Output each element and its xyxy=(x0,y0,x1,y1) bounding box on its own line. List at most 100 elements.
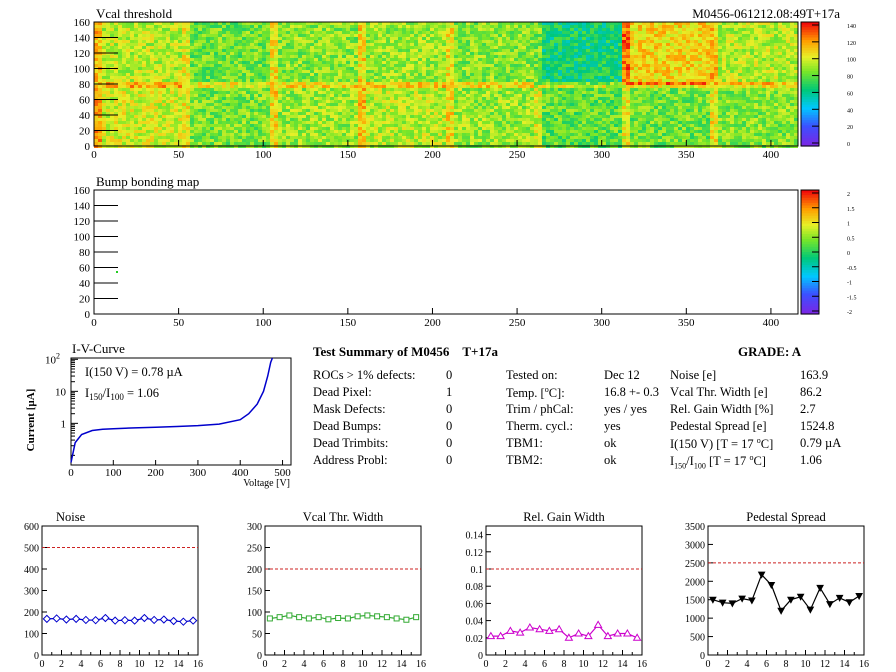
map-y-tick-label: 40 xyxy=(79,278,91,290)
chart-x-tick-label: 8 xyxy=(118,659,123,670)
palette-swatch xyxy=(801,205,819,209)
palette-swatch xyxy=(801,228,819,232)
chart-x-tick-label: 0 xyxy=(263,659,268,670)
chart-y-tick-label: 400 xyxy=(24,565,39,576)
iv-curve-panel: I-V-Curve Current [µA] 0 100 200 300 400 500 1… xyxy=(25,341,292,489)
palette-swatch xyxy=(801,133,819,137)
iv-annotation-ratio: I150/I100 = 1.06 xyxy=(85,386,159,402)
chart-point xyxy=(545,626,554,634)
chart-point xyxy=(315,614,322,621)
chart-x-tick-label: 10 xyxy=(358,659,368,670)
chart-x-tick-label: 12 xyxy=(820,659,830,670)
chart-point xyxy=(374,613,381,620)
chart-y-tick-label: 0.1 xyxy=(471,565,484,576)
chart-x-tick-label: 10 xyxy=(579,659,589,670)
map-x-tick-label: 400 xyxy=(763,149,780,161)
chart-point xyxy=(403,616,410,623)
chart-point xyxy=(42,614,52,624)
chart-x-tick-label: 10 xyxy=(135,659,145,670)
iv-x-tick-label: 100 xyxy=(105,467,122,479)
palette-swatch xyxy=(801,102,819,106)
defect-value: 0 xyxy=(446,436,453,450)
palette-swatch xyxy=(801,78,819,83)
palette-swatch xyxy=(801,267,819,271)
gain-width-value: 2.7 xyxy=(800,402,816,416)
palette-swatch xyxy=(801,221,819,225)
palette-swatch xyxy=(801,264,819,269)
chart-y-tick-label: 600 xyxy=(24,522,39,533)
temp-value: 16.8 +- 0.3 xyxy=(604,385,659,399)
palette-swatch xyxy=(801,94,819,98)
chart-x-tick-label: 12 xyxy=(598,659,608,670)
chart-title: Noise xyxy=(56,510,86,524)
map-y-tick-label: 0 xyxy=(85,141,91,153)
palette-swatch xyxy=(801,244,819,248)
chart-point xyxy=(593,620,603,628)
chart-point xyxy=(140,613,149,623)
palette-swatch xyxy=(801,29,819,33)
chart-point xyxy=(91,615,100,625)
chart-y-tick-label: 0.06 xyxy=(466,599,484,610)
map-x-tick-label: 100 xyxy=(255,317,272,329)
map-y-tick-label: 120 xyxy=(74,48,91,60)
palette-swatch xyxy=(801,117,819,121)
chart-point xyxy=(149,615,159,625)
vcal-threshold-map-panel: Vcal threshold M0456-061212.08:49T+17a 0… xyxy=(74,6,857,161)
palette-label: -1.5 xyxy=(847,295,857,301)
palette-swatch xyxy=(801,76,819,80)
palette-swatch xyxy=(801,71,819,75)
iv-annotation-current: I(150 V) = 0.78 µA xyxy=(85,365,183,379)
chart-series-line xyxy=(712,573,860,612)
map1-x-axis: 0 50 100 150 200 250 300 350 400 xyxy=(91,140,780,161)
chart-x-tick-label: 16 xyxy=(416,659,426,670)
defect-label: Dead Trimbits: xyxy=(313,436,389,450)
palette-swatch xyxy=(801,262,819,266)
palette-swatch xyxy=(801,104,819,108)
iv-ylabel: Current [µA] xyxy=(25,389,37,452)
palette-swatch xyxy=(801,125,819,129)
chart-point xyxy=(748,597,756,605)
palette-swatch xyxy=(801,280,819,284)
chart-x-tick-label: 4 xyxy=(79,659,84,670)
iv-x-tick-label: 400 xyxy=(232,467,249,479)
palette-swatch xyxy=(801,311,819,315)
chart-point xyxy=(71,614,81,624)
palette-swatch xyxy=(801,259,819,263)
palette-swatch xyxy=(801,112,819,116)
chart-x-tick-label: 6 xyxy=(764,659,769,670)
noise-label: Noise [e] xyxy=(670,368,717,382)
palette-swatch xyxy=(801,127,819,132)
palette-swatch xyxy=(801,45,819,49)
chart-point xyxy=(130,616,139,625)
chart-x-tick-label: 8 xyxy=(341,659,346,670)
chart-x-tick-label: 6 xyxy=(321,659,326,670)
chart-x-tick-label: 14 xyxy=(397,659,407,670)
chart-point xyxy=(787,596,795,604)
palette-swatch xyxy=(801,96,819,101)
palette-swatch xyxy=(801,120,819,124)
chart-y-tick-label: 1000 xyxy=(685,614,705,625)
palette-swatch xyxy=(801,130,819,134)
chart-y-tick-label: 0 xyxy=(700,651,705,662)
palette-swatch xyxy=(801,65,819,70)
chart-y-tick-label: 0.02 xyxy=(466,634,484,645)
chart-title: Rel. Gain Width xyxy=(523,510,605,524)
map1-color-palette: 0 20 40 60 80 100 120 140 xyxy=(800,21,856,148)
i150-value: 0.79 µA xyxy=(800,436,842,450)
palette-swatch xyxy=(801,53,819,57)
vcal-width-label: Vcal Thr. Width [e] xyxy=(670,385,768,399)
chart-2: Rel. Gain Width 0 0.02 0.04 0.06 0.08 0.1 0.12 0… xyxy=(466,510,648,670)
defect-label: ROCs > 1% defects: xyxy=(313,368,416,382)
palette-swatch xyxy=(801,210,819,214)
map2-x-axis: 0 50 100 150 200 250 300 350 400 xyxy=(91,308,780,329)
vcal-width-value: 86.2 xyxy=(800,385,822,399)
chart-point xyxy=(826,601,834,609)
map-x-tick-label: 150 xyxy=(340,149,357,161)
palette-swatch xyxy=(801,275,819,279)
map-y-tick-label: 80 xyxy=(79,247,91,259)
map-x-tick-label: 350 xyxy=(678,149,695,161)
palette-swatch xyxy=(801,218,819,222)
palette-label: -0.5 xyxy=(847,266,857,272)
palette-swatch xyxy=(801,86,819,90)
